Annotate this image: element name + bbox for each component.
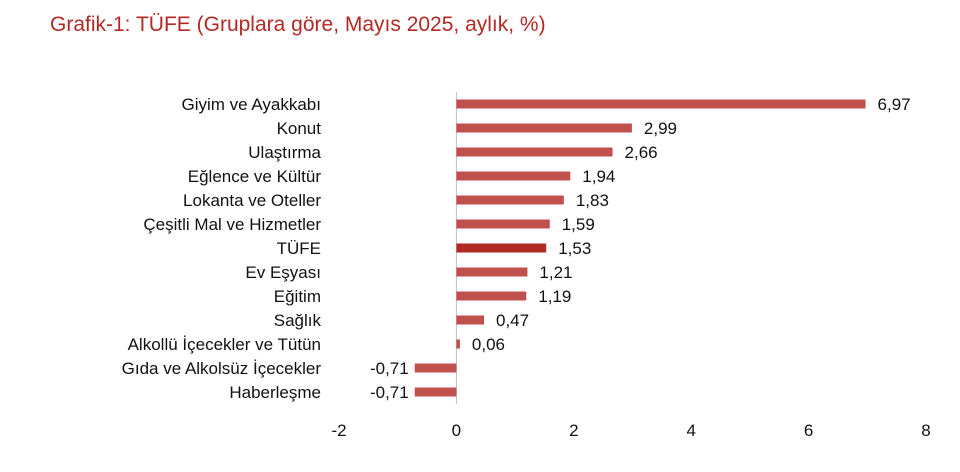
value-label: 1,83 xyxy=(576,191,609,210)
category-label: Ulaştırma xyxy=(248,143,321,162)
category-label: Konut xyxy=(277,119,322,138)
value-label: -0,71 xyxy=(370,359,409,378)
bar-4 xyxy=(456,171,571,181)
value-label: 1,59 xyxy=(562,215,595,234)
value-label: 0,06 xyxy=(472,335,505,354)
category-label: Eğlence ve Kültür xyxy=(188,167,322,186)
x-tick-label: 0 xyxy=(452,421,461,440)
value-label: 1,21 xyxy=(539,263,572,282)
bar-6 xyxy=(456,219,550,229)
bar-10 xyxy=(456,315,484,325)
category-label: TÜFE xyxy=(277,239,321,258)
category-label: Gıda ve Alkolsüz İçecekler xyxy=(122,359,322,378)
bar-9 xyxy=(456,291,527,301)
chart-title: Grafik-1: TÜFE (Gruplara göre, Mayıs 202… xyxy=(50,13,546,36)
category-label: Lokanta ve Oteller xyxy=(183,191,321,210)
bar-8 xyxy=(456,267,528,277)
x-tick-label: 4 xyxy=(686,421,695,440)
value-label: -0,71 xyxy=(370,383,409,402)
value-label: 1,94 xyxy=(582,167,615,186)
x-tick-label: -2 xyxy=(331,421,346,440)
category-label: Giyim ve Ayakkabı xyxy=(181,95,321,114)
category-label: Çeşitli Mal ve Hizmetler xyxy=(143,215,321,234)
value-label: 0,47 xyxy=(496,311,529,330)
bar-2 xyxy=(456,123,632,133)
category-labels-group: Giyim ve Ayakkabı Konut Ulaştırma Eğlence v… xyxy=(122,95,322,402)
bar-13 xyxy=(414,387,457,397)
bars-group xyxy=(414,99,866,397)
bar-5 xyxy=(456,195,564,205)
bar-11 xyxy=(456,339,460,349)
category-label: Ev Eşyası xyxy=(245,263,321,282)
value-label: 6,97 xyxy=(878,95,911,114)
x-axis-ticks-group: -2 0 2 4 6 8 xyxy=(331,421,930,440)
bar-7 xyxy=(456,243,547,253)
x-tick-label: 8 xyxy=(921,421,930,440)
category-label: Haberleşme xyxy=(229,383,321,402)
x-tick-label: 6 xyxy=(804,421,813,440)
value-label: 2,66 xyxy=(625,143,658,162)
category-label: Eğitim xyxy=(274,287,321,306)
value-labels-group: 6,97 2,99 2,66 1,94 1,83 1,59 1,53 1,21 1,19 0,47… xyxy=(370,95,911,402)
category-label: Alkollü İçecekler ve Tütün xyxy=(128,335,321,354)
category-label: Sağlık xyxy=(274,311,322,330)
bar-3 xyxy=(456,147,613,157)
bar-1 xyxy=(456,99,866,109)
value-label: 1,53 xyxy=(558,239,591,258)
x-tick-label: 2 xyxy=(569,421,578,440)
value-label: 1,19 xyxy=(538,287,571,306)
value-label: 2,99 xyxy=(644,119,677,138)
bar-12 xyxy=(414,363,457,373)
